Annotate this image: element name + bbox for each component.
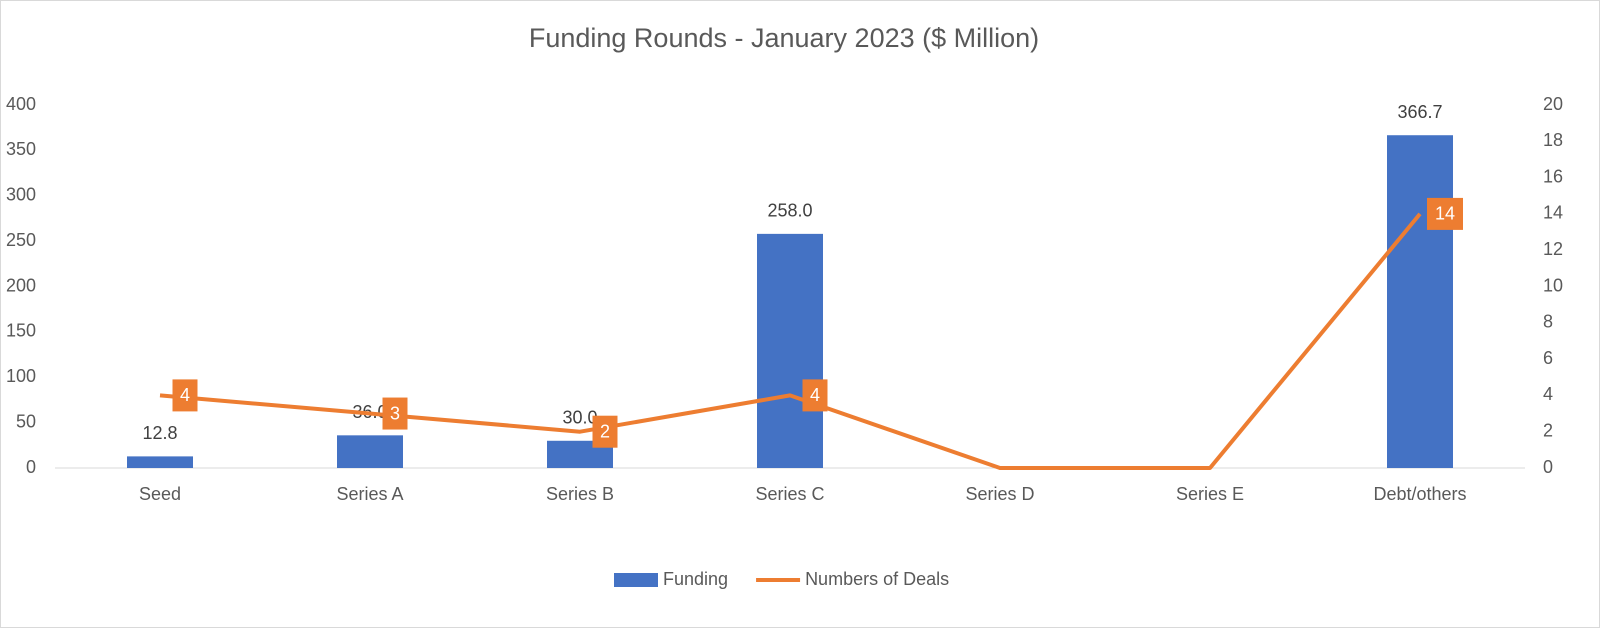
x-tick-label: Series E — [1176, 484, 1244, 504]
data-label: 258.0 — [767, 201, 812, 221]
y-tick-label: 300 — [6, 185, 36, 205]
y2-tick-label: 6 — [1543, 348, 1553, 368]
data-label: 4 — [180, 385, 190, 405]
line — [159, 212, 1422, 470]
y-tick-label: 150 — [6, 321, 36, 341]
data-label-box — [802, 379, 828, 412]
y2-tick-label: 4 — [1543, 384, 1553, 404]
y2-tick-label: 18 — [1543, 130, 1563, 150]
data-label: 3 — [390, 403, 400, 423]
bar — [127, 456, 193, 468]
legend-label: Numbers of Deals — [805, 569, 949, 589]
x-tick-label: Seed — [139, 484, 181, 504]
data-label: 12.8 — [142, 423, 177, 443]
y-tick-label: 50 — [16, 411, 36, 431]
y2-tick-label: 12 — [1543, 239, 1563, 259]
x-tick-label: Debt/others — [1373, 484, 1466, 504]
data-label-box — [1427, 197, 1463, 230]
data-label-box — [382, 397, 408, 430]
x-tick-label: Series D — [965, 484, 1034, 504]
data-label: 366.7 — [1397, 102, 1442, 122]
x-tick-label: Series C — [755, 484, 824, 504]
data-label: 4 — [810, 385, 820, 405]
y2-tick-label: 0 — [1543, 457, 1553, 477]
y2-tick-label: 8 — [1543, 312, 1553, 332]
data-label: 30.0 — [562, 408, 597, 428]
bar — [757, 233, 823, 468]
y-tick-label: 0 — [26, 457, 36, 477]
legend-swatch — [614, 573, 658, 587]
data-label: 2 — [600, 421, 610, 441]
x-tick-label: Series B — [546, 484, 614, 504]
y-tick-label: 100 — [6, 366, 36, 386]
y2-tick-label: 10 — [1543, 275, 1563, 295]
y2-tick-label: 2 — [1543, 420, 1553, 440]
x-tick-label: Series A — [336, 484, 403, 504]
y-tick-label: 400 — [6, 94, 36, 114]
chart-title: Funding Rounds - January 2023 ($ Million… — [529, 23, 1039, 53]
y2-tick-label: 16 — [1543, 166, 1563, 186]
y2-tick-label: 20 — [1543, 94, 1563, 114]
bar — [337, 435, 403, 468]
data-label: 14 — [1435, 204, 1455, 224]
data-label-box — [172, 379, 198, 412]
y-tick-label: 200 — [6, 275, 36, 295]
legend-label: Funding — [663, 569, 728, 589]
y-tick-label: 350 — [6, 139, 36, 159]
bar — [1387, 135, 1453, 468]
y-tick-label: 250 — [6, 230, 36, 250]
y2-tick-label: 14 — [1543, 203, 1563, 223]
data-label-box — [592, 415, 618, 448]
